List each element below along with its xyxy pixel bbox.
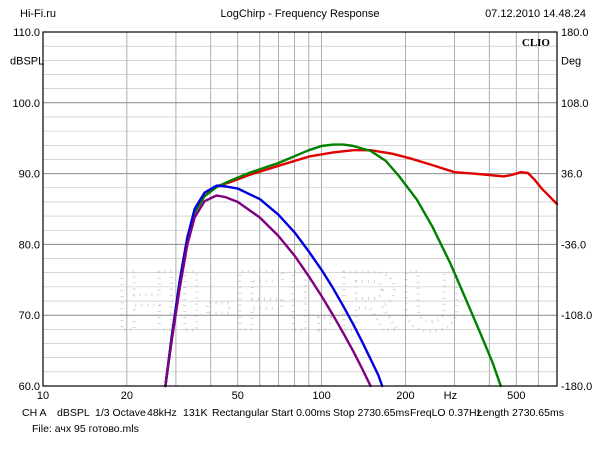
y-tick-label: 70.0: [19, 310, 40, 322]
series-layer: [164, 143, 559, 388]
chart-grid: [43, 32, 557, 386]
footer-start: Start 0.00ms: [271, 407, 331, 419]
y-tick-label: 90.0: [19, 169, 40, 181]
footer-stop: Stop 2730.65ms: [333, 407, 410, 419]
footer-unit: dBSPL: [57, 407, 90, 419]
header-title: LogChirp - Frequency Response: [220, 8, 380, 20]
x-tick-label: 200: [396, 390, 414, 402]
header-timestamp: 07.12.2010 14.48.24: [485, 8, 586, 20]
axis-labels: 60.0 70.0 80.0 90.0 100.0 110.0 -180.0 -108.0 -3…: [10, 27, 592, 402]
footer-window: Rectangular: [212, 407, 269, 419]
x-tick-label: 10: [37, 390, 49, 402]
brand-label: CLIO: [522, 37, 551, 49]
footer-rate: 48kHz: [147, 407, 177, 419]
x-tick-label: 100: [312, 390, 330, 402]
y-tick-label: 60.0: [19, 381, 40, 393]
x-tick-label: 50: [232, 390, 244, 402]
y-tick-label: 80.0: [19, 239, 40, 251]
footer-channel: CH A: [22, 407, 47, 419]
footer-freqlo: FreqLO 0.37Hz: [410, 407, 482, 419]
y-right-tick-label: -108.0: [561, 310, 592, 322]
y-right-tick-label: 108.0: [561, 98, 589, 110]
x-axis-label: Hz: [444, 390, 457, 402]
y-right-tick-label: 36.0: [561, 169, 582, 181]
series-line-3: [164, 184, 384, 388]
y-right-axis-label: Deg: [561, 55, 581, 67]
y-tick-label: 100.0: [12, 98, 40, 110]
footer-smoothing: 1/3 Octave: [95, 407, 146, 419]
series-line-4: [164, 194, 372, 388]
header-left: Hi-Fi.ru: [20, 8, 57, 20]
y-axis-label: dBSPL: [10, 55, 44, 67]
y-right-tick-label: -180.0: [561, 381, 592, 393]
plot-frame: [42, 31, 558, 387]
y-tick-label: 110.0: [13, 27, 40, 39]
x-tick-label: 500: [507, 390, 525, 402]
footer-file: File: ачх 95 готово.mls: [32, 423, 139, 435]
y-right-tick-label: 180.0: [561, 27, 589, 39]
footer-length: Length 2730.65ms: [477, 407, 564, 419]
footer-size: 131K: [183, 407, 208, 419]
x-tick-label: 20: [121, 390, 133, 402]
y-right-tick-label: -36.0: [561, 239, 586, 251]
